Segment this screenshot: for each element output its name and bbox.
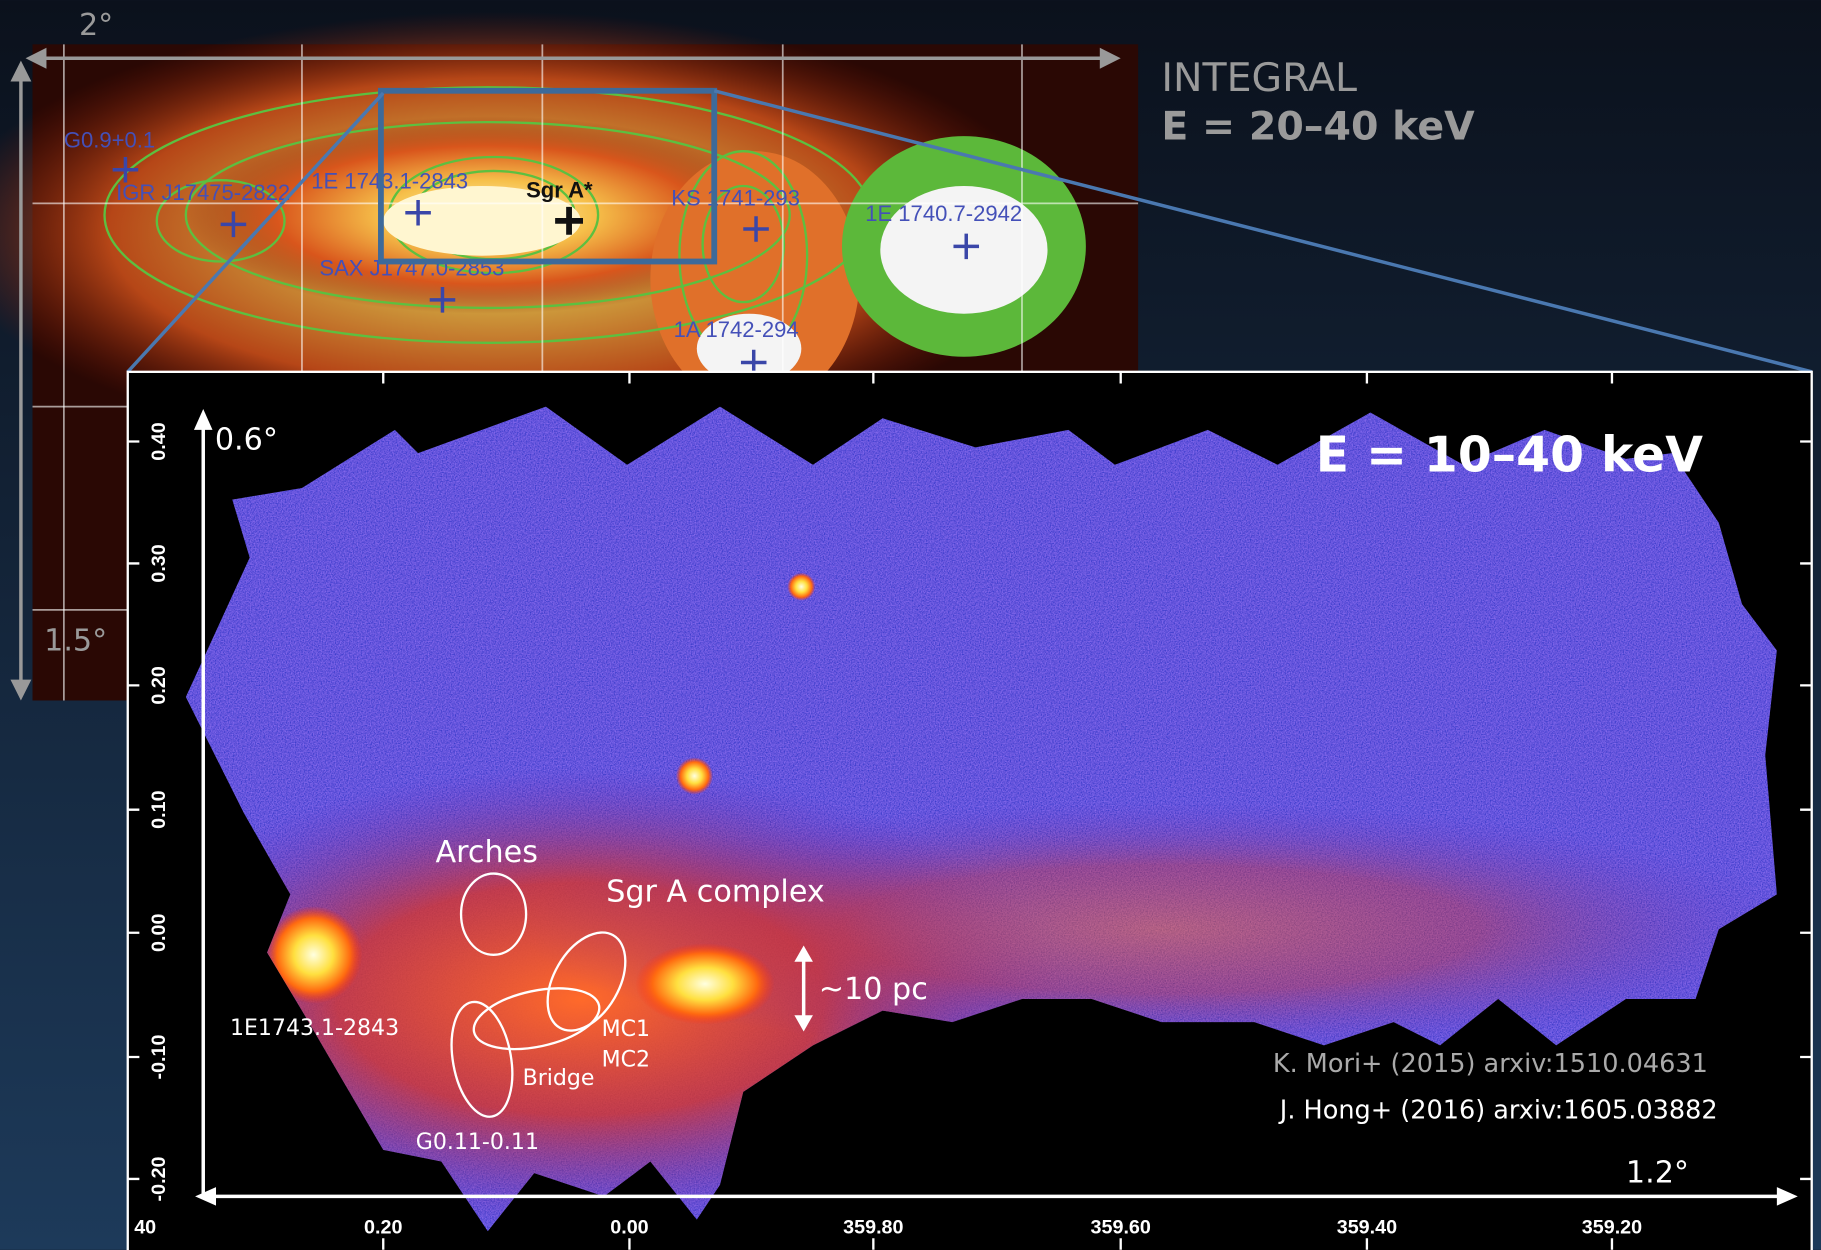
y-tick-label: -0.10 [148,1035,170,1080]
bright-source [787,573,815,601]
page: {"integral": {"scale_width": "2°", "scal… [0,0,1821,1250]
instrument-label: INTEGRAL [1161,55,1357,101]
nustar-panel: 0.40 0.30 0.20 0.10 0.00 -0.10 -0.20 40 0.20 0.0… [93,372,1812,1250]
y-tick-label: -0.20 [148,1156,170,1201]
source-label: IGR J17475-2822 [116,180,290,205]
region-label: Sgr A complex [606,874,825,909]
y-tick-label: 0.00 [148,914,170,952]
x-tick-label: 0.20 [364,1217,402,1239]
source-label: Sgr A* [526,178,593,203]
scale-label: 2° [79,8,113,43]
x-tick-label: 0.00 [610,1217,648,1239]
scale-label: 1.2° [1626,1155,1689,1190]
scale-label: 1.5° [44,624,107,659]
bright-source [676,757,713,794]
source-label: G0.9+0.1 [64,128,155,153]
region-label: G0.11-0.11 [416,1130,539,1155]
source-label: 1A 1742-294 [674,317,799,342]
region-label: MC2 [602,1047,650,1072]
scale-label: 0.6° [215,423,278,458]
source-label: KS 1741-293 [671,186,800,211]
x-tick-label: 359.40 [1337,1217,1397,1239]
source-label: 1E 1740.7-2942 [865,201,1022,226]
region-label: Arches [436,835,538,870]
region-label: MC1 [602,1017,650,1042]
source-label: 1E1743.1-2843 [230,1016,399,1041]
energy-label: E = 20–40 keV [1161,104,1475,150]
x-tick-label: 359.60 [1091,1217,1151,1239]
x-tick-label: 359.80 [843,1217,903,1239]
bright-source [635,943,774,1024]
y-tick-label: 0.10 [148,790,170,828]
credit: K. Mori+ (2015) arxiv:1510.04631 [1273,1049,1708,1079]
y-tick-label: 0.30 [148,544,170,582]
size-label: ~10 pc [819,972,928,1007]
energy-label: E = 10–40 keV [1316,427,1703,484]
slide: G0.9+0.1 IGR J17475-2822 1E 1743.1-2843 … [0,0,1821,1250]
source-label: 1E 1743.1-2843 [311,168,468,193]
x-tick-label: 359.20 [1582,1217,1642,1239]
credit: J. Hong+ (2016) arxiv:1605.03882 [1278,1096,1718,1126]
y-tick-label: 0.40 [148,422,170,460]
y-tick-label: 0.20 [148,666,170,704]
x-tick-label: 40 [134,1217,156,1239]
region-label: Bridge [523,1066,595,1091]
